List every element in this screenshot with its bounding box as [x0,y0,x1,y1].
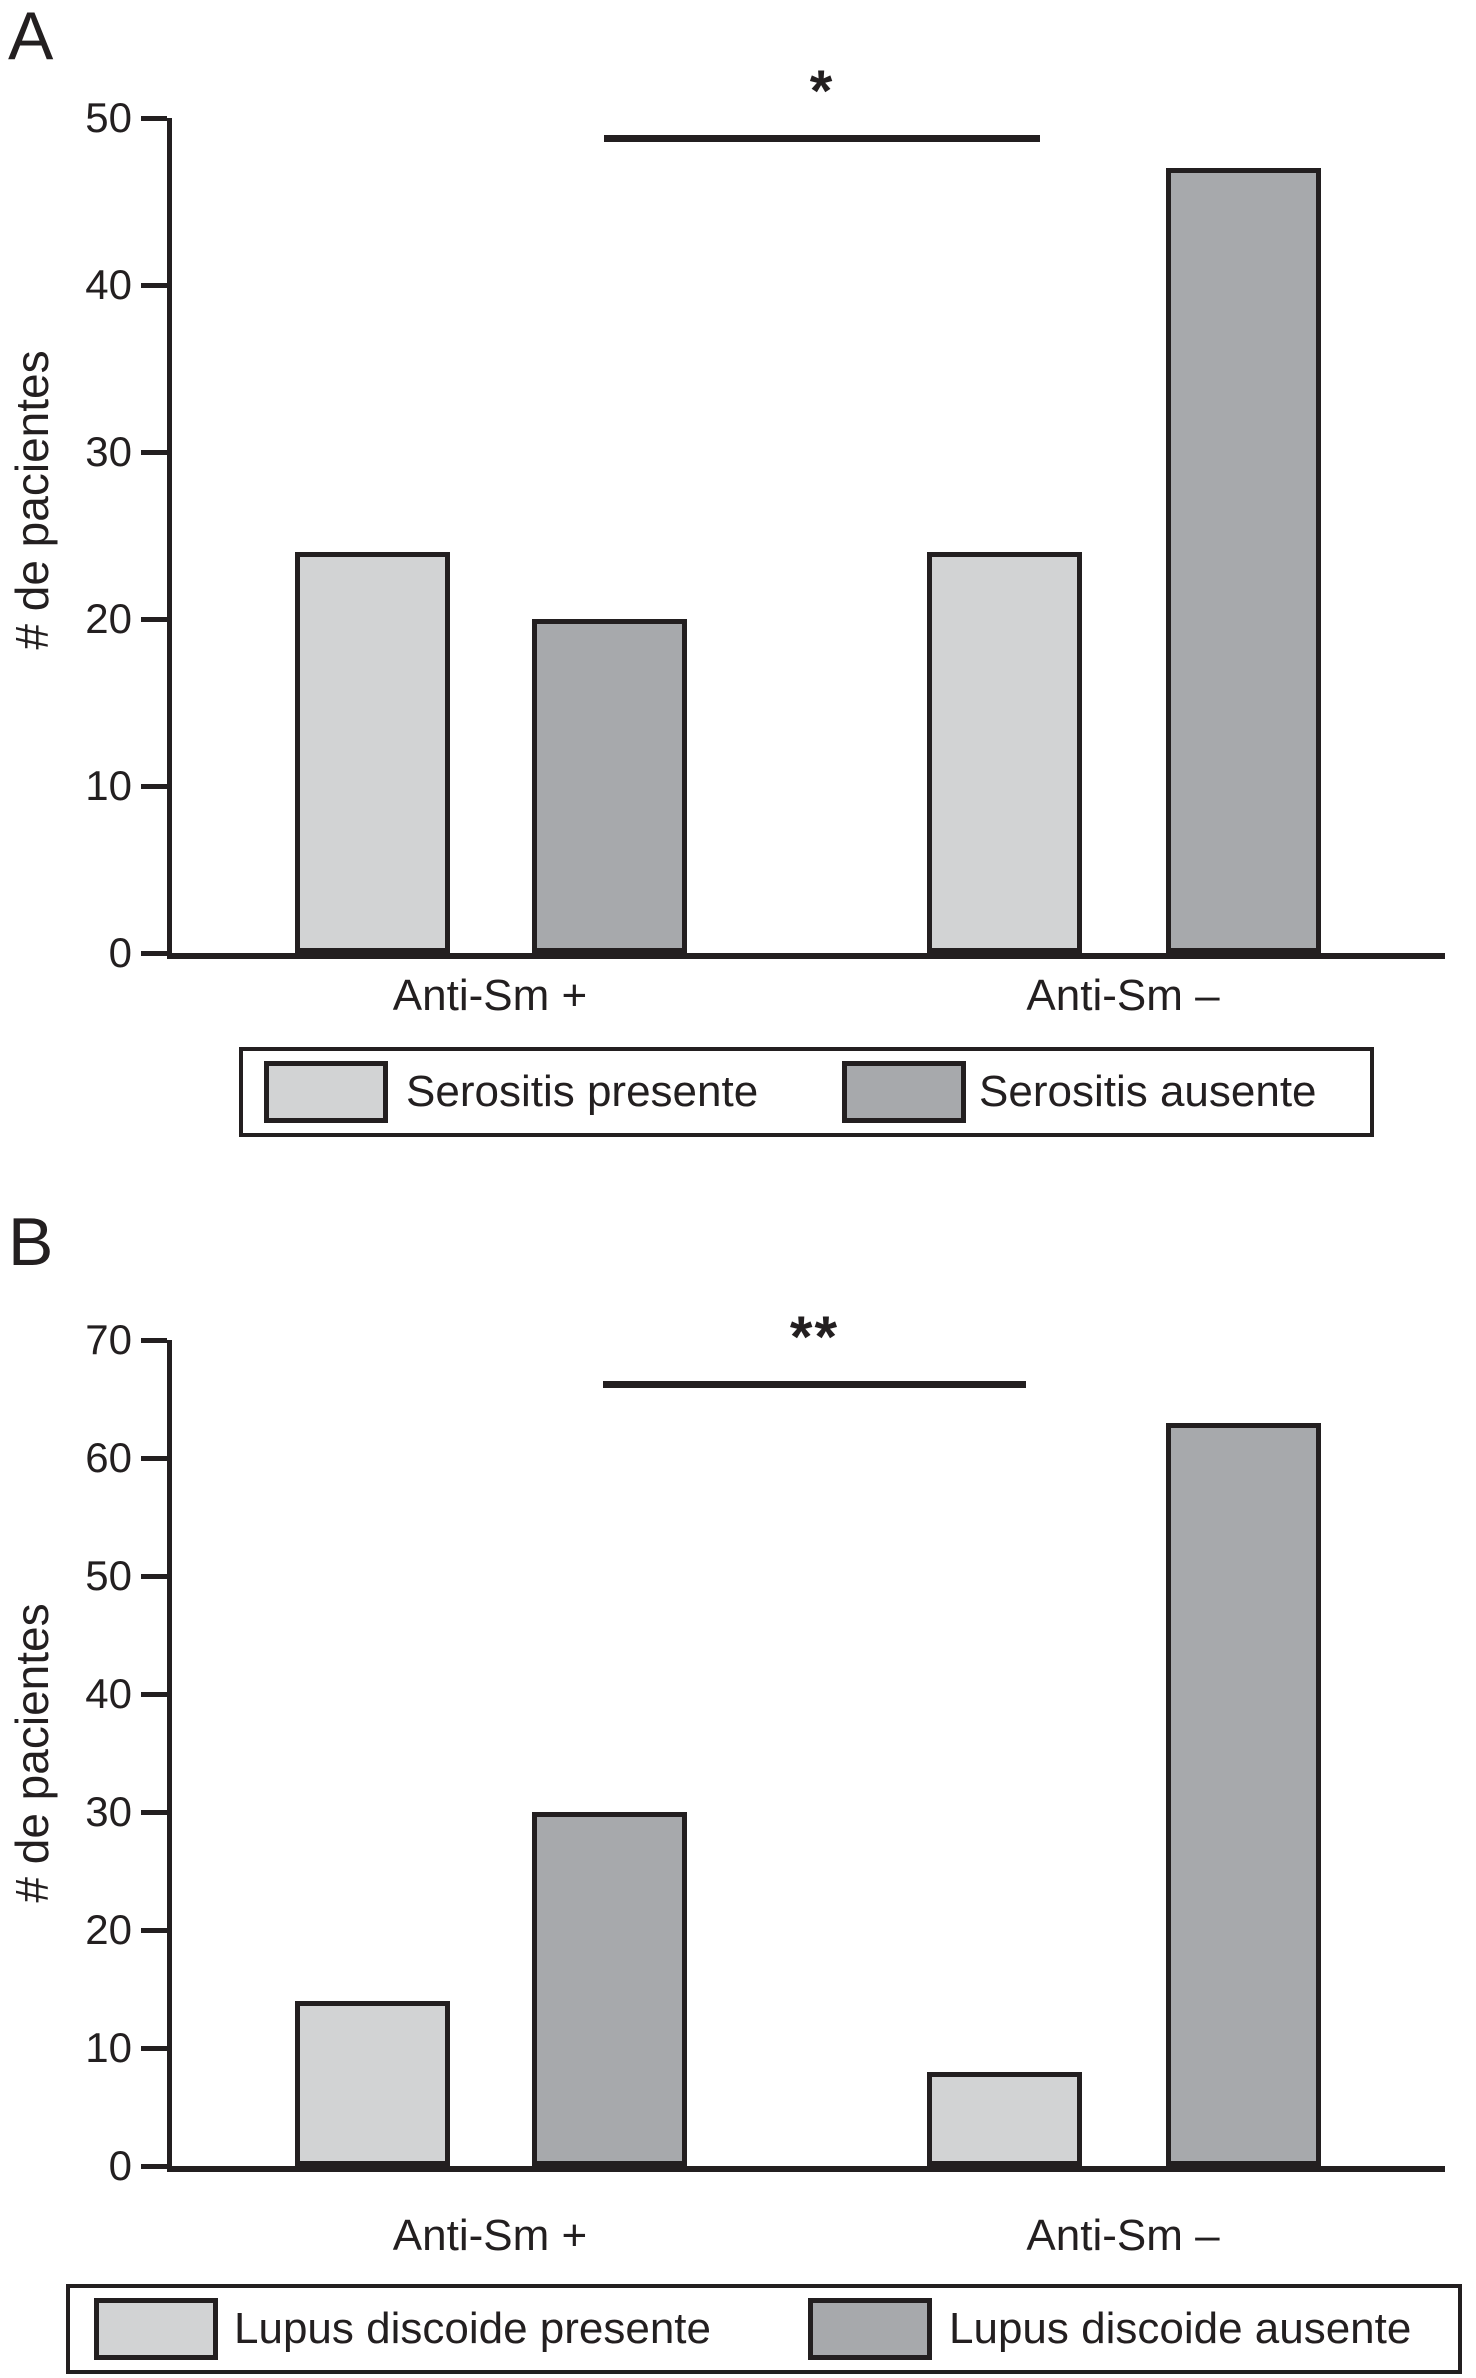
y-tick-label: 60 [85,1434,132,1481]
x-axis-line [167,953,1445,959]
bar-serositis-presente [295,552,450,953]
y-tick-label: 70 [85,1316,132,1363]
y-tick-label: 0 [108,2142,132,2189]
y-axis-title: # de pacientes [6,350,58,650]
bar-lupus-discoide-presente [927,2072,1082,2166]
significance-star: ** [789,1305,840,1370]
y-tick-label: 30 [85,428,132,475]
bar-lupus-discoide-ausente [532,1812,687,2166]
y-axis-title: # de pacientes [6,1603,58,1903]
significance-star: * [809,59,835,124]
y-tick-label: 20 [85,595,132,642]
y-tick-label: 40 [85,1670,132,1717]
legend-box: Lupus discoide presente Lupus discoide au… [66,2284,1462,2374]
legend-swatch-light [94,2298,218,2360]
legend-swatch-dark [808,2298,932,2360]
y-tick-mark [141,1338,167,1343]
y-tick-mark [141,784,167,789]
y-tick-mark [141,116,167,121]
y-tick-mark [141,1456,167,1461]
panel-b-label: B [8,1204,54,1280]
x-category-label: Anti-Sm – [1026,2211,1220,2260]
x-category-label: Anti-Sm – [1026,971,1220,1020]
x-category-label: Anti-Sm + [392,2211,588,2260]
x-category-label: Anti-Sm + [392,971,588,1020]
y-tick-mark [141,283,167,288]
y-tick-mark [141,2164,167,2169]
y-axis-line [167,118,172,957]
legend-swatch-dark [842,1061,966,1123]
legend-label: Lupus discoide ausente [949,2304,1412,2353]
y-tick-label: 20 [85,1906,132,1953]
y-tick-mark [141,951,167,956]
legend-swatch-light [264,1061,388,1123]
y-axis-line [167,1340,172,2170]
y-tick-label: 40 [85,261,132,308]
bar-serositis-ausente [1166,168,1321,953]
bar-lupus-discoide-presente [295,2001,450,2166]
y-tick-mark [141,1692,167,1697]
bar-serositis-ausente [532,619,687,953]
y-tick-mark [141,617,167,622]
y-tick-label: 50 [85,94,132,141]
panel-a-label: A [8,0,54,74]
bar-lupus-discoide-ausente [1166,1423,1321,2166]
y-tick-label: 10 [85,2024,132,2071]
significance-line [603,1381,1026,1388]
significance-line [604,135,1040,142]
x-axis-line [167,2166,1445,2172]
y-tick-label: 30 [85,1788,132,1835]
y-tick-label: 0 [108,929,132,976]
legend-box: Serositis presente Serositis ausente [239,1047,1374,1137]
legend-label: Serositis ausente [979,1067,1317,1116]
bar-serositis-presente [927,552,1082,953]
legend-label: Lupus discoide presente [234,2304,711,2353]
y-tick-mark [141,1810,167,1815]
y-tick-mark [141,1928,167,1933]
y-tick-label: 10 [85,762,132,809]
y-tick-mark [141,1574,167,1579]
legend-label: Serositis presente [406,1067,759,1116]
y-tick-mark [141,450,167,455]
y-tick-label: 50 [85,1552,132,1599]
y-tick-mark [141,2046,167,2051]
